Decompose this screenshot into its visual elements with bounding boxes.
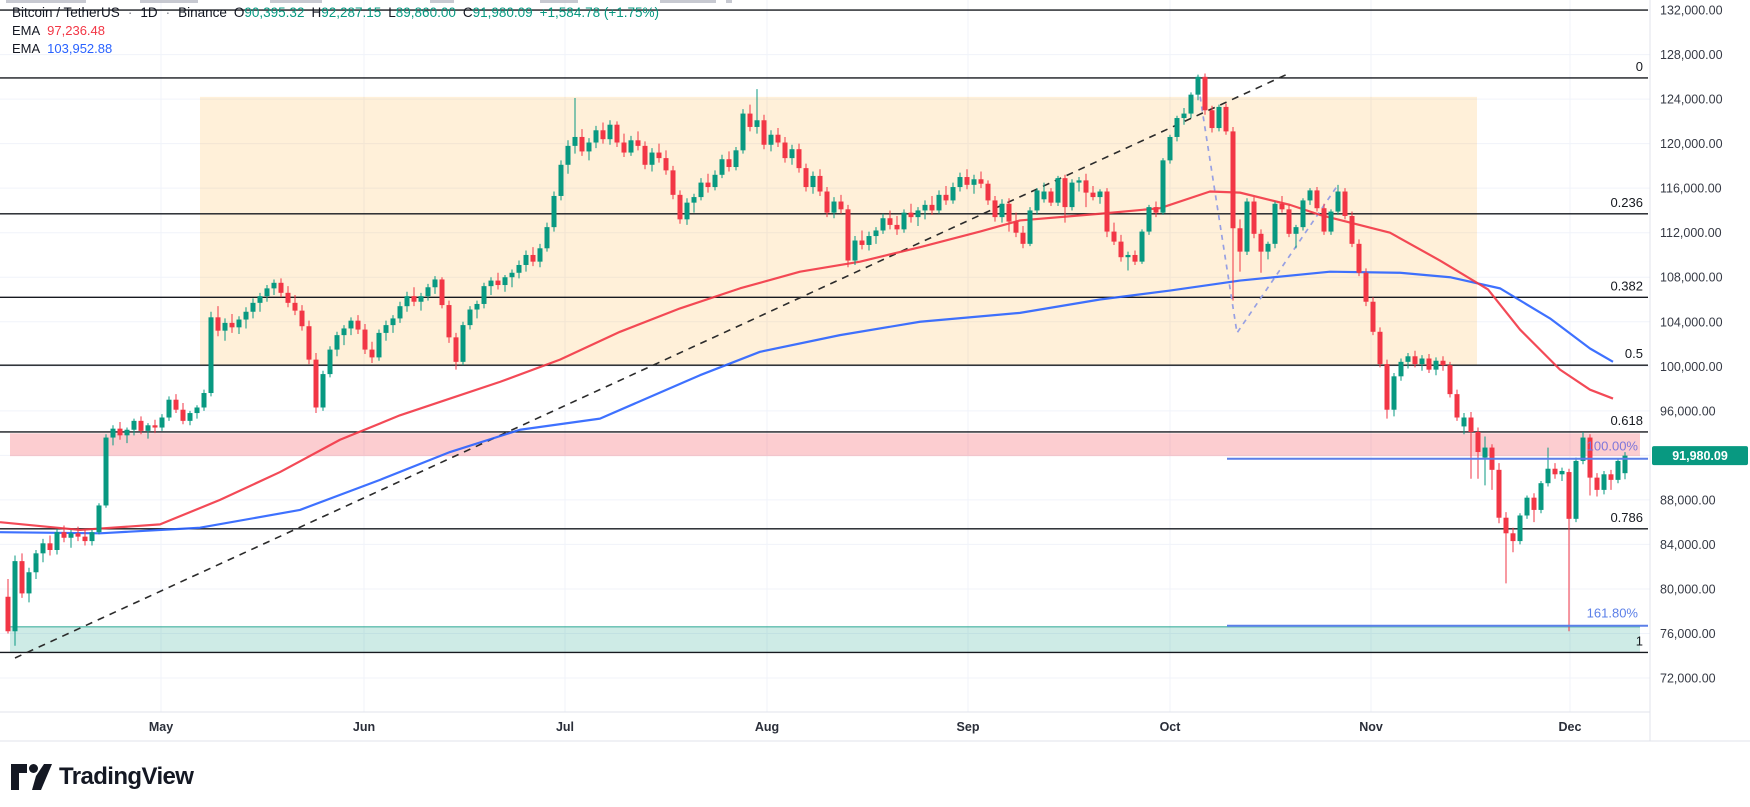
svg-text:Sep: Sep [957, 720, 980, 734]
svg-text:161.80%: 161.80% [1587, 606, 1639, 621]
time-axis[interactable]: May Jun Jul Aug Sep Oct Nov Dec [149, 720, 1582, 734]
svg-text:Oct: Oct [1160, 720, 1182, 734]
svg-text:Dec: Dec [1559, 720, 1582, 734]
ema-slow-value: 103,952.88 [47, 41, 113, 56]
ema-slow-line [0, 270, 1614, 535]
axis-borders [0, 0, 1750, 742]
ema-fast-line [0, 190, 1614, 532]
current-price-label: 91,980.09 [1652, 446, 1748, 466]
change-value: +1,584.78 (+1.75%) [539, 5, 659, 20]
price-axis[interactable]: 132,000.00 128,000.00 124,000.00 120,000.00… [1660, 4, 1723, 686]
fib-extension: 100.00% 161.80% [1227, 439, 1648, 627]
price-chart-canvas[interactable]: 00.2360.3820.50.6180.7861100.00%161.80%1… [0, 0, 1750, 745]
svg-text:76,000.00: 76,000.00 [1660, 627, 1716, 641]
svg-text:112,000.00: 112,000.00 [1660, 226, 1722, 240]
svg-text:1: 1 [1636, 633, 1643, 648]
ema-slow-label[interactable]: EMA [12, 41, 41, 56]
svg-text:96,000.00: 96,000.00 [1660, 404, 1716, 418]
ohlc-low: L89,860.00 [388, 5, 456, 20]
svg-text:Nov: Nov [1359, 720, 1383, 734]
exchange-label[interactable]: Binance [178, 5, 227, 20]
ema-fast-legend: EMA 97,236.48 [12, 22, 659, 40]
ema-slow-legend: EMA 103,952.88 [12, 40, 659, 58]
svg-text:100.00%: 100.00% [1587, 439, 1639, 454]
svg-text:120,000.00: 120,000.00 [1660, 137, 1723, 151]
svg-text:128,000.00: 128,000.00 [1660, 48, 1723, 62]
svg-text:May: May [149, 720, 173, 734]
svg-text:108,000.00: 108,000.00 [1660, 271, 1723, 285]
svg-text:72,000.00: 72,000.00 [1660, 672, 1716, 686]
svg-text:124,000.00: 124,000.00 [1660, 93, 1723, 107]
candlestick-series [5, 73, 1628, 646]
ohlc-open: O90,395.32 [233, 5, 305, 20]
svg-text:Jun: Jun [353, 720, 375, 734]
svg-text:116,000.00: 116,000.00 [1660, 182, 1722, 196]
top-edge-fragments [6, 0, 732, 3]
svg-text:Jul: Jul [556, 720, 574, 734]
highlight-zones [10, 96, 1640, 652]
fib-retracement: 0 0.236 0.382 0.5 0.618 0.786 1 [0, 9, 1648, 654]
svg-text:0: 0 [1636, 59, 1643, 74]
ema-fast-value: 97,236.48 [47, 23, 106, 38]
svg-text:0.786: 0.786 [1610, 510, 1643, 525]
svg-text:0.5: 0.5 [1625, 346, 1643, 361]
ohlc-close: C91,980.09 [462, 5, 533, 20]
svg-text:Aug: Aug [755, 720, 779, 734]
symbol-title[interactable]: Bitcoin / TetherUS [12, 5, 120, 20]
interval-label[interactable]: 1D [140, 5, 158, 20]
ohlc-high: H92,287.15 [311, 5, 382, 20]
separator-dot: · [165, 5, 171, 20]
svg-text:0.618: 0.618 [1610, 413, 1643, 428]
svg-text:100,000.00: 100,000.00 [1660, 360, 1723, 374]
tradingview-logo-icon [11, 764, 52, 790]
svg-text:91,980.09: 91,980.09 [1672, 449, 1728, 463]
grid-lines [0, 0, 1650, 712]
svg-text:0.382: 0.382 [1610, 278, 1643, 293]
tradingview-logo-text: TradingView [59, 763, 194, 790]
tradingview-logo[interactable]: TradingView [10, 762, 194, 792]
svg-text:88,000.00: 88,000.00 [1660, 493, 1716, 507]
separator-dot: · [127, 5, 133, 20]
symbol-legend: Bitcoin / TetherUS · 1D · Binance O90,39… [12, 4, 659, 58]
svg-text:0.236: 0.236 [1610, 195, 1643, 210]
svg-text:132,000.00: 132,000.00 [1660, 4, 1723, 18]
svg-text:80,000.00: 80,000.00 [1660, 582, 1716, 596]
svg-text:104,000.00: 104,000.00 [1660, 315, 1723, 329]
svg-text:84,000.00: 84,000.00 [1660, 538, 1716, 552]
ema-fast-label[interactable]: EMA [12, 23, 41, 38]
symbol-row: Bitcoin / TetherUS · 1D · Binance O90,39… [12, 4, 659, 22]
